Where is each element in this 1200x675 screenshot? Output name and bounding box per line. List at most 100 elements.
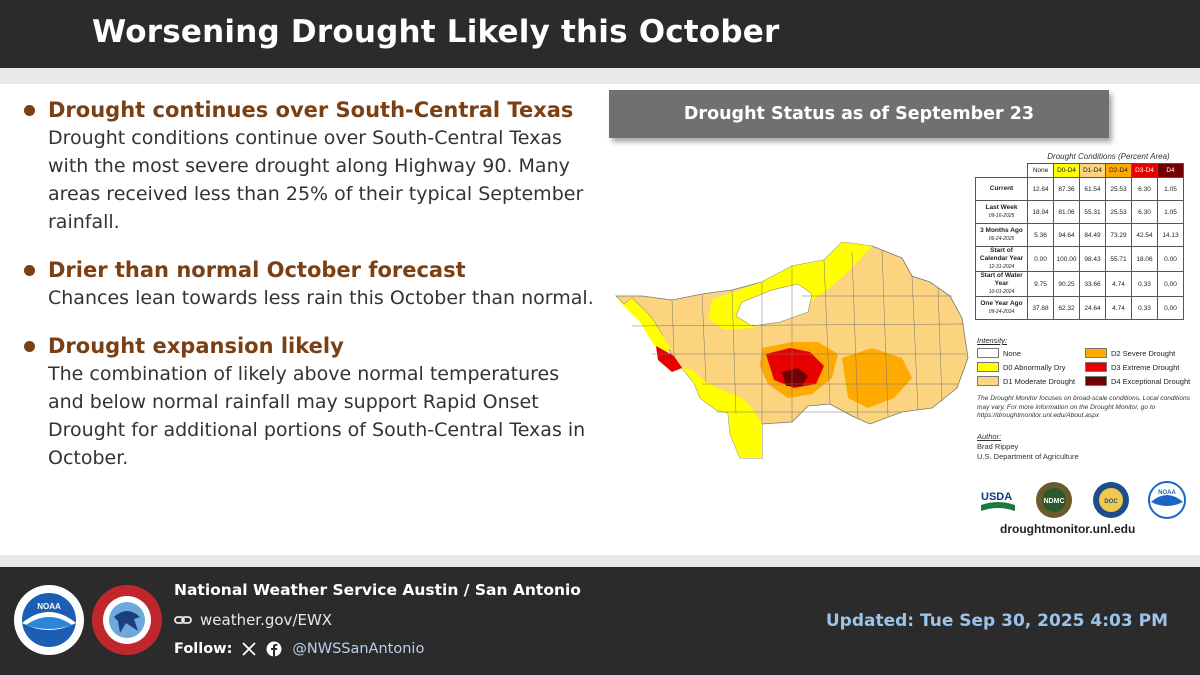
table-cell: 87.36	[1053, 177, 1080, 201]
author-title: Author:	[977, 432, 1002, 441]
intensity-legend: Intensity: None D2 Severe Drought D0 Abn…	[977, 336, 1192, 386]
table-cell: 61.54	[1079, 177, 1106, 201]
table-cell: 55.71	[1105, 246, 1132, 272]
col-header: D0-D4	[1053, 163, 1080, 178]
monitor-note: The Drought Monitor focuses on broad-sca…	[977, 395, 1190, 419]
follow-label: Follow:	[174, 641, 233, 657]
bullet-body: Chances lean towards less rain this Octo…	[48, 287, 594, 309]
table-caption: Drought Conditions (Percent Area)	[1047, 152, 1170, 161]
bullet-heading: Drought expansion likely	[48, 334, 344, 358]
table-cell: 33.66	[1079, 271, 1106, 297]
table-corner	[976, 164, 1028, 178]
table-cell: 0.00	[1157, 246, 1184, 272]
bullet-list: Drought continues over South-Central Tex…	[22, 96, 597, 492]
author-org: U.S. Department of Agriculture	[977, 452, 1079, 461]
table-cell: 55.31	[1079, 200, 1106, 224]
svg-text:DOC: DOC	[1104, 499, 1118, 505]
col-header: D3-D4	[1131, 163, 1158, 178]
legend-item: D2 Severe Drought	[1085, 348, 1193, 358]
social-handle[interactable]: @NWSSanAntonio	[292, 641, 425, 657]
legend-swatch	[977, 362, 999, 372]
table-cell: 0.00	[1157, 271, 1184, 297]
legend-item: D4 Exceptional Drought	[1085, 376, 1193, 386]
row-label: Start of Calendar Year 12-31-2024	[975, 246, 1028, 272]
bullet-heading: Drought continues over South-Central Tex…	[48, 98, 574, 122]
table-cell: 4.74	[1105, 296, 1132, 320]
bullet-body: The combination of likely above normal t…	[48, 363, 586, 469]
noaa-emblem-icon: NOAA	[14, 585, 84, 655]
link-icon	[174, 616, 192, 624]
author-name: Brad Rippey	[977, 442, 1019, 451]
table-cell: 100.00	[1053, 246, 1080, 272]
page-title: Worsening Drought Likely this October	[92, 14, 780, 50]
table-cell: 6.30	[1131, 177, 1158, 201]
table-cell: 37.68	[1027, 296, 1054, 320]
author-block: Author: Brad Rippey U.S. Department of A…	[977, 432, 1192, 462]
table-cell: 12.64	[1027, 177, 1054, 201]
table-row: One Year Ago 09-24-2024 37.68 62.32 24.64…	[975, 296, 1184, 320]
table-cell: 6.30	[1131, 200, 1158, 224]
x-icon[interactable]	[242, 642, 257, 656]
table-cell: 0.00	[1027, 246, 1054, 272]
legend-swatch	[977, 348, 999, 358]
table-cell: 4.74	[1105, 271, 1132, 297]
row-label: Start of Water Year 10-01-2024	[975, 271, 1028, 297]
col-header: D1-D4	[1079, 163, 1106, 178]
svg-text:NOAA: NOAA	[1158, 490, 1176, 496]
table-cell: 0.33	[1131, 271, 1158, 297]
partner-logos: USDA NDMC DOC NOAA	[975, 480, 1190, 520]
bullet-item: Drier than normal October forecast Chanc…	[22, 256, 597, 312]
office-name: National Weather Service Austin / San An…	[174, 581, 581, 599]
legend-item: None	[977, 348, 1085, 358]
row-label: One Year Ago 09-24-2024	[975, 296, 1028, 320]
intensity-title: Intensity:	[977, 336, 1008, 345]
table-row: 3 Months Ago 06-24-2025 5.36 94.64 84.49 …	[975, 223, 1184, 247]
table-row: Start of Water Year 10-01-2024 9.75 90.25…	[975, 271, 1184, 297]
bullet-dot-icon	[24, 265, 35, 276]
table-row: Last Week 09-16-2025 18.94 81.06 55.31 25…	[975, 200, 1184, 224]
table-cell: 98.43	[1079, 246, 1106, 272]
row-label: 3 Months Ago 06-24-2025	[975, 223, 1028, 247]
table-cell: 1.05	[1157, 200, 1184, 224]
table-header-row: None D0-D4 D1-D4 D2-D4 D3-D4 D4	[976, 163, 1184, 178]
table-cell: 0.00	[1157, 296, 1184, 320]
legend-item: D0 Abnormally Dry	[977, 362, 1085, 372]
table-cell: 73.29	[1105, 223, 1132, 247]
legend-swatch	[977, 376, 999, 386]
svg-text:NOAA: NOAA	[37, 602, 61, 611]
table-cell: 18.06	[1131, 246, 1158, 272]
bullet-dot-icon	[24, 105, 35, 116]
table-row: Current 12.64 87.36 61.54 25.53 6.30 1.0…	[975, 177, 1184, 201]
bullet-heading: Drier than normal October forecast	[48, 258, 466, 282]
usda-logo-icon: USDA	[981, 491, 1015, 511]
facebook-icon[interactable]	[266, 641, 282, 657]
drought-map	[615, 241, 969, 459]
col-header: None	[1027, 163, 1054, 178]
table-cell: 0.33	[1131, 296, 1158, 320]
bullet-item: Drought expansion likely The combination…	[22, 332, 597, 472]
legend-swatch	[1085, 362, 1107, 372]
svg-text:NDMC: NDMC	[1044, 498, 1065, 505]
row-label: Last Week 09-16-2025	[975, 200, 1028, 224]
website-link[interactable]: weather.gov/EWX	[200, 611, 333, 629]
drought-monitor-link[interactable]: droughtmonitor.unl.edu	[1000, 522, 1136, 536]
noaa-logo-icon: NOAA	[1147, 481, 1186, 519]
ndmc-logo-icon: NDMC	[1036, 482, 1073, 518]
updated-timestamp: Updated: Tue Sep 30, 2025 4:03 PM	[825, 611, 1168, 631]
header-bar: Worsening Drought Likely this October	[0, 0, 1200, 68]
divider-strip-top	[0, 68, 1200, 84]
table-cell: 25.53	[1105, 177, 1132, 201]
table-cell: 42.54	[1131, 223, 1158, 247]
website-row[interactable]: weather.gov/EWX	[174, 611, 332, 629]
legend-swatch	[1085, 348, 1107, 358]
table-cell: 25.53	[1105, 200, 1132, 224]
footer-bar: NOAA National Weather Service Austin / S…	[0, 567, 1200, 675]
table-cell: 1.05	[1157, 177, 1184, 201]
table-row: Start of Calendar Year 12-31-2024 0.00 10…	[975, 246, 1184, 272]
bullet-item: Drought continues over South-Central Tex…	[22, 96, 597, 236]
svg-text:USDA: USDA	[981, 491, 1012, 503]
table-cell: 62.32	[1053, 296, 1080, 320]
bullet-dot-icon	[24, 341, 35, 352]
divider-strip-bottom	[0, 555, 1200, 567]
table-cell: 81.06	[1053, 200, 1080, 224]
